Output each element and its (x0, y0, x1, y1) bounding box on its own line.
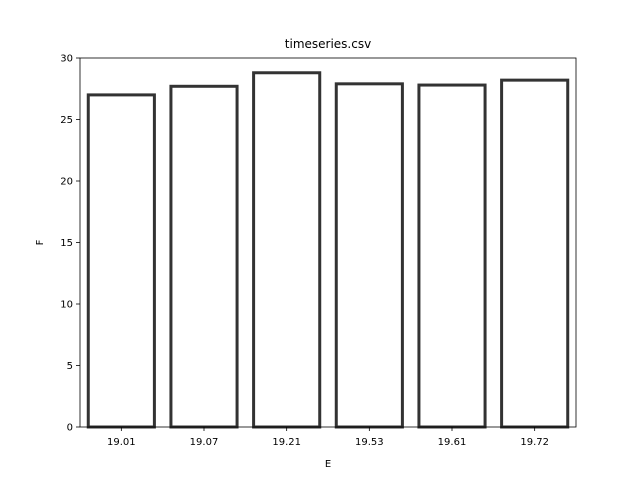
bar-19.21 (252, 71, 322, 429)
y-tick-label: 10 (60, 300, 73, 311)
y-axis: 0 5 10 15 20 25 30 (60, 54, 80, 434)
y-tick-label: 20 (60, 177, 73, 188)
plot-frame (79, 57, 577, 428)
y-axis-label: F (35, 239, 46, 245)
bars (86, 71, 570, 429)
x-axis-label: E (325, 459, 331, 470)
bar-19.72 (500, 78, 570, 429)
y-tick-label: 15 (60, 238, 73, 249)
bar-19.07 (169, 84, 239, 429)
x-tick-label: 19.01 (107, 437, 136, 448)
chart-title: timeseries.csv (285, 37, 371, 51)
y-tick-label: 5 (67, 361, 73, 372)
bar-19.53 (334, 82, 404, 429)
x-tick-label: 19.53 (355, 437, 384, 448)
x-tick-label: 19.72 (520, 437, 549, 448)
x-axis: 19.01 19.07 19.21 19.53 19.61 19.72 (107, 427, 549, 448)
y-tick-label: 30 (60, 54, 73, 65)
y-tick-label: 0 (67, 423, 73, 434)
y-tick-label: 25 (60, 115, 73, 126)
bar-19.01 (86, 93, 156, 429)
bar-19.61 (417, 83, 487, 429)
x-tick-label: 19.61 (438, 437, 467, 448)
x-tick-label: 19.07 (190, 437, 219, 448)
x-tick-label: 19.21 (272, 437, 301, 448)
